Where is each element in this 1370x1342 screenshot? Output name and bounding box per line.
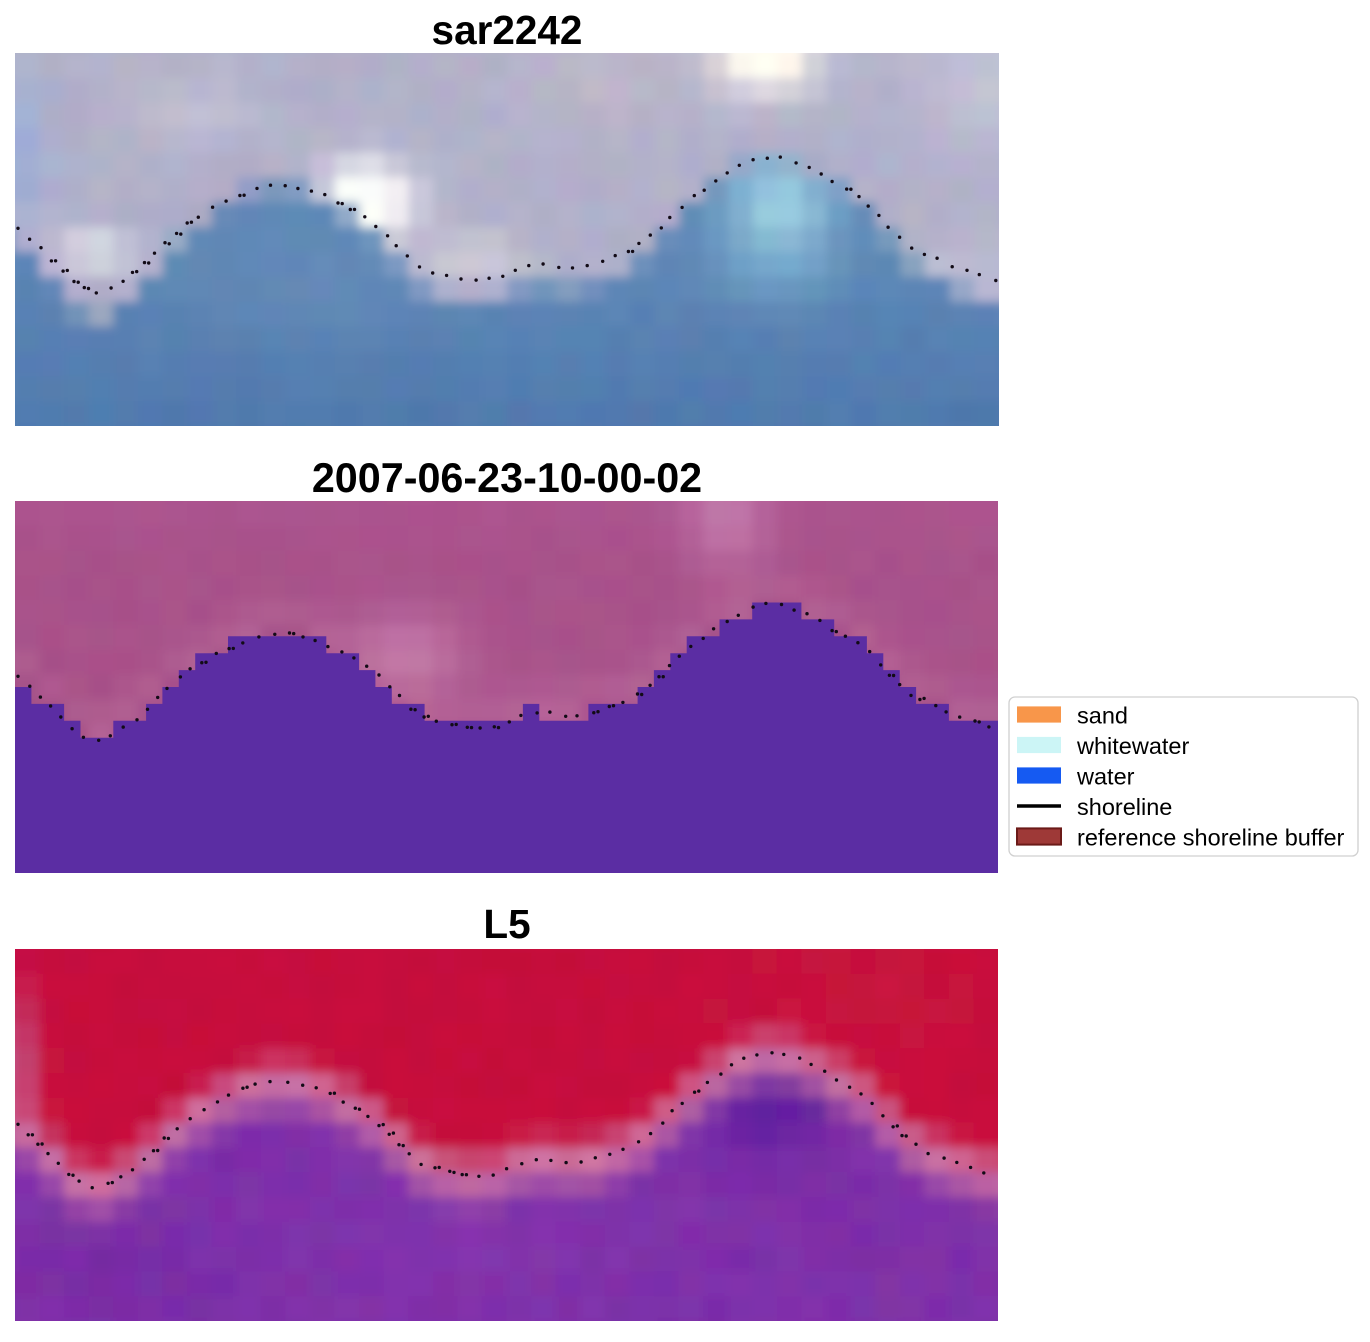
- svg-text:whitewater: whitewater: [1076, 733, 1189, 759]
- svg-text:sand: sand: [1077, 703, 1128, 729]
- svg-text:L5: L5: [483, 901, 530, 947]
- svg-text:water: water: [1076, 764, 1135, 790]
- svg-text:sar2242: sar2242: [432, 7, 583, 53]
- svg-text:2007-06-23-10-00-02: 2007-06-23-10-00-02: [312, 455, 702, 501]
- svg-text:shoreline: shoreline: [1077, 794, 1172, 820]
- svg-text:reference shoreline buffer: reference shoreline buffer: [1077, 825, 1345, 851]
